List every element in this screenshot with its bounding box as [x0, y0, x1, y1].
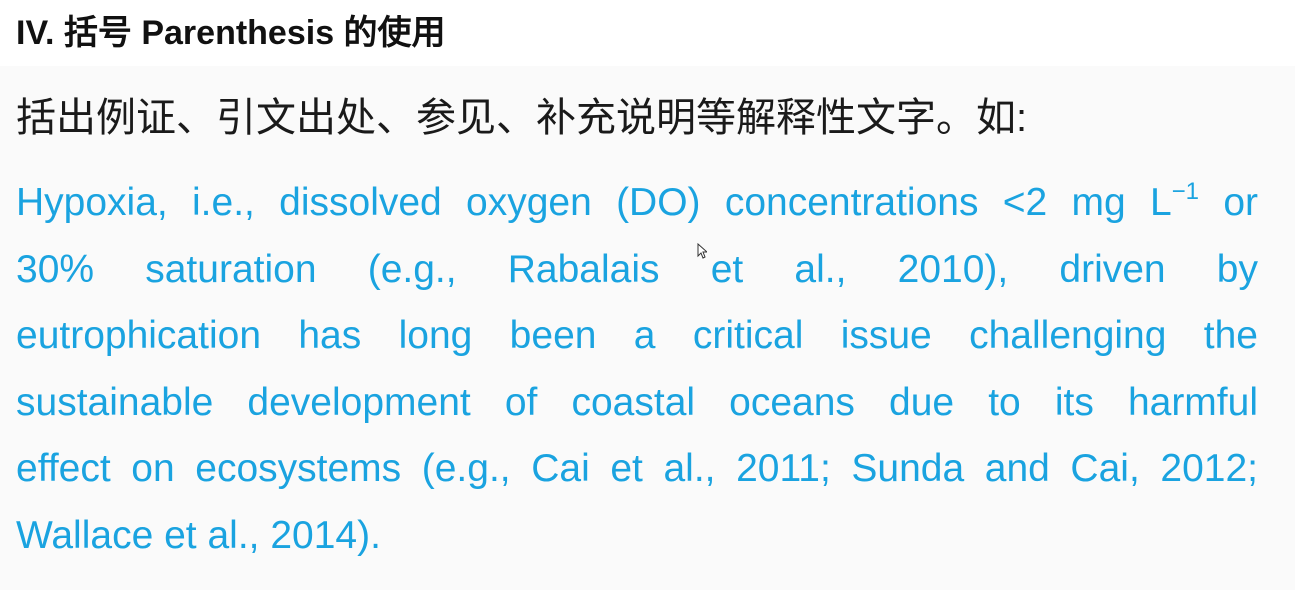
example-paragraph: Hypoxia, i.e., dissolved oxygen (DO) con… — [16, 170, 1258, 569]
example-line-5: effect on ecosystems (e.g., Cai et al., … — [16, 447, 1258, 490]
example-line-1-text: Hypoxia, i.e., dissolved oxygen (DO) con… — [16, 181, 1172, 224]
intro-text: 括出例证、引文出处、参见、补充说明等解释性文字。如: — [16, 96, 1028, 140]
example-line-4: sustainable development of coastal ocean… — [16, 380, 1258, 424]
example-line-3: eutrophication has long been a critical … — [16, 314, 1258, 357]
example-line-2: 30% saturation (e.g., Rabalais et al., 2… — [16, 247, 1258, 291]
title-bar: IV. 括号 Parenthesis 的使用 — [0, 0, 1295, 66]
example-line-1-tail: or — [1199, 181, 1258, 224]
mouse-pointer-icon — [697, 243, 707, 259]
example-line-6: Wallace et al., 2014). — [16, 513, 381, 557]
slide-title: IV. 括号 Parenthesis 的使用 — [16, 14, 446, 52]
superscript-exponent: −1 — [1171, 178, 1200, 205]
example-line-1: Hypoxia, i.e., dissolved oxygen (DO) con… — [16, 170, 1258, 237]
